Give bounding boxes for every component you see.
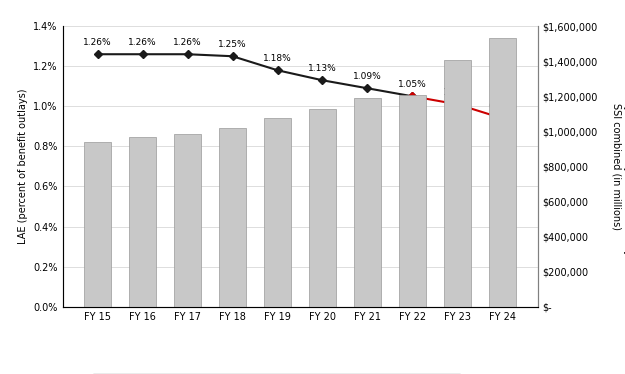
Bar <box>84 142 111 307</box>
Bar <box>489 37 516 307</box>
Text: 1.18%: 1.18% <box>263 54 292 63</box>
Text: 1.26%: 1.26% <box>128 38 157 47</box>
Y-axis label: Benefit Payment Outlays, Social Security and
SSI combined (in millions): Benefit Payment Outlays, Social Security… <box>612 56 625 277</box>
Bar <box>399 95 426 307</box>
Bar <box>309 108 336 307</box>
Bar <box>354 98 381 307</box>
Bar <box>444 60 471 307</box>
Text: 0.94%: 0.94% <box>488 102 517 111</box>
Text: 1.13%: 1.13% <box>308 64 337 73</box>
Bar <box>129 137 156 307</box>
Bar <box>264 118 291 307</box>
Text: 1.25%: 1.25% <box>218 40 247 49</box>
Text: 1.05%: 1.05% <box>398 80 427 89</box>
Text: 1.26%: 1.26% <box>83 38 112 47</box>
Text: 1.01%: 1.01% <box>443 88 472 97</box>
Text: 1.26%: 1.26% <box>173 38 202 47</box>
Bar <box>219 128 246 307</box>
Y-axis label: LAE (percent of benefit outlays): LAE (percent of benefit outlays) <box>18 89 28 244</box>
Bar <box>174 134 201 307</box>
Text: 1.09%: 1.09% <box>353 72 382 82</box>
